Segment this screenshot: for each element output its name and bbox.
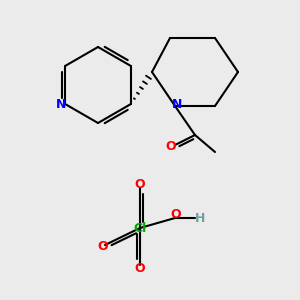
Text: Cl: Cl <box>134 221 147 235</box>
Text: O: O <box>171 208 181 221</box>
Text: O: O <box>98 239 108 253</box>
Text: N: N <box>56 98 66 112</box>
Text: N: N <box>172 98 182 110</box>
Text: O: O <box>135 178 145 191</box>
Text: O: O <box>166 140 176 154</box>
Text: O: O <box>135 262 145 275</box>
Text: H: H <box>195 212 205 224</box>
